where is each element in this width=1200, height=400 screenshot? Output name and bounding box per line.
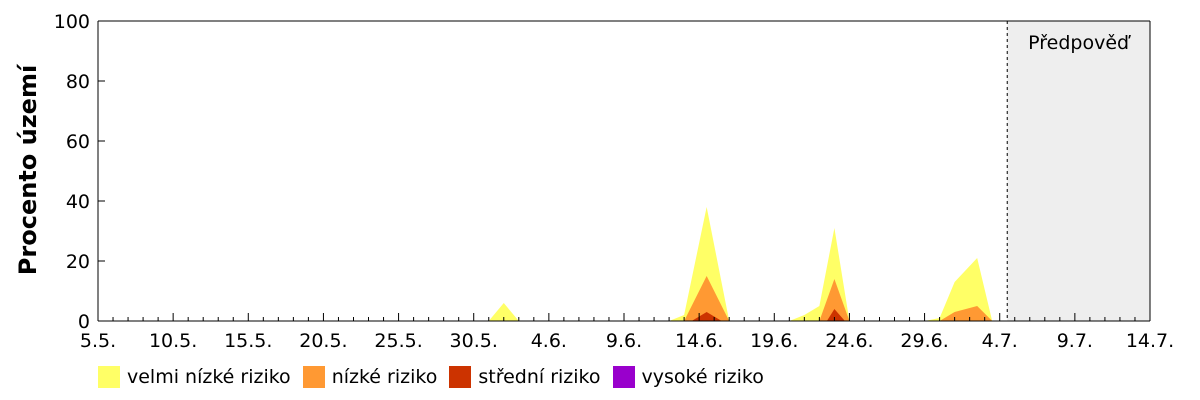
x-tick-label: 9.7. xyxy=(1057,330,1093,352)
legend-item-4: vysoké riziko xyxy=(612,366,764,388)
x-tick-label: 4.6. xyxy=(531,330,567,352)
forecast-label: Předpověď xyxy=(1028,32,1131,54)
legend-swatch xyxy=(612,366,635,388)
x-tick-label: 10.5. xyxy=(149,330,197,352)
legend-label: střední riziko xyxy=(478,366,601,388)
x-tick-label: 29.6. xyxy=(900,330,948,352)
legend-swatch xyxy=(449,366,472,388)
x-tick-label: 14.7. xyxy=(1126,330,1174,352)
x-tick-label: 25.5. xyxy=(374,330,422,352)
y-tick-label: 80 xyxy=(66,71,90,93)
y-tick-label: 100 xyxy=(54,11,90,33)
legend-swatch xyxy=(98,366,120,388)
area-series-2 xyxy=(684,276,993,321)
legend-label: vysoké riziko xyxy=(641,366,764,388)
forecast-region xyxy=(1007,21,1150,321)
x-tick-label: 24.6. xyxy=(825,330,873,352)
x-tick-label: 20.5. xyxy=(299,330,347,352)
y-tick-label: 20 xyxy=(66,251,90,273)
legend-item-1: velmi nízké riziko xyxy=(98,366,291,388)
x-tick-label: 15.5. xyxy=(224,330,272,352)
area-series-3 xyxy=(691,309,845,321)
y-tick-label: 60 xyxy=(66,131,90,153)
area-series-1 xyxy=(473,207,993,321)
x-tick-label: 14.6. xyxy=(675,330,723,352)
legend-swatch xyxy=(302,366,325,388)
legend-item-2: nízké riziko xyxy=(302,366,438,388)
y-tick-label: 40 xyxy=(66,191,90,213)
legend: velmi nízké riziko nízké riziko střední ri… xyxy=(98,366,764,388)
legend-label: velmi nízké riziko xyxy=(127,366,291,388)
x-tick-label: 9.6. xyxy=(606,330,642,352)
legend-item-3: střední riziko xyxy=(449,366,601,388)
x-tick-label: 30.5. xyxy=(450,330,498,352)
x-tick-label: 4.7. xyxy=(982,330,1018,352)
legend-label: nízké riziko xyxy=(331,366,438,388)
x-tick-label: 19.6. xyxy=(750,330,798,352)
y-tick-label: 0 xyxy=(78,311,90,333)
y-axis-label: Procento území xyxy=(14,63,42,275)
x-tick-label: 5.5. xyxy=(80,330,116,352)
